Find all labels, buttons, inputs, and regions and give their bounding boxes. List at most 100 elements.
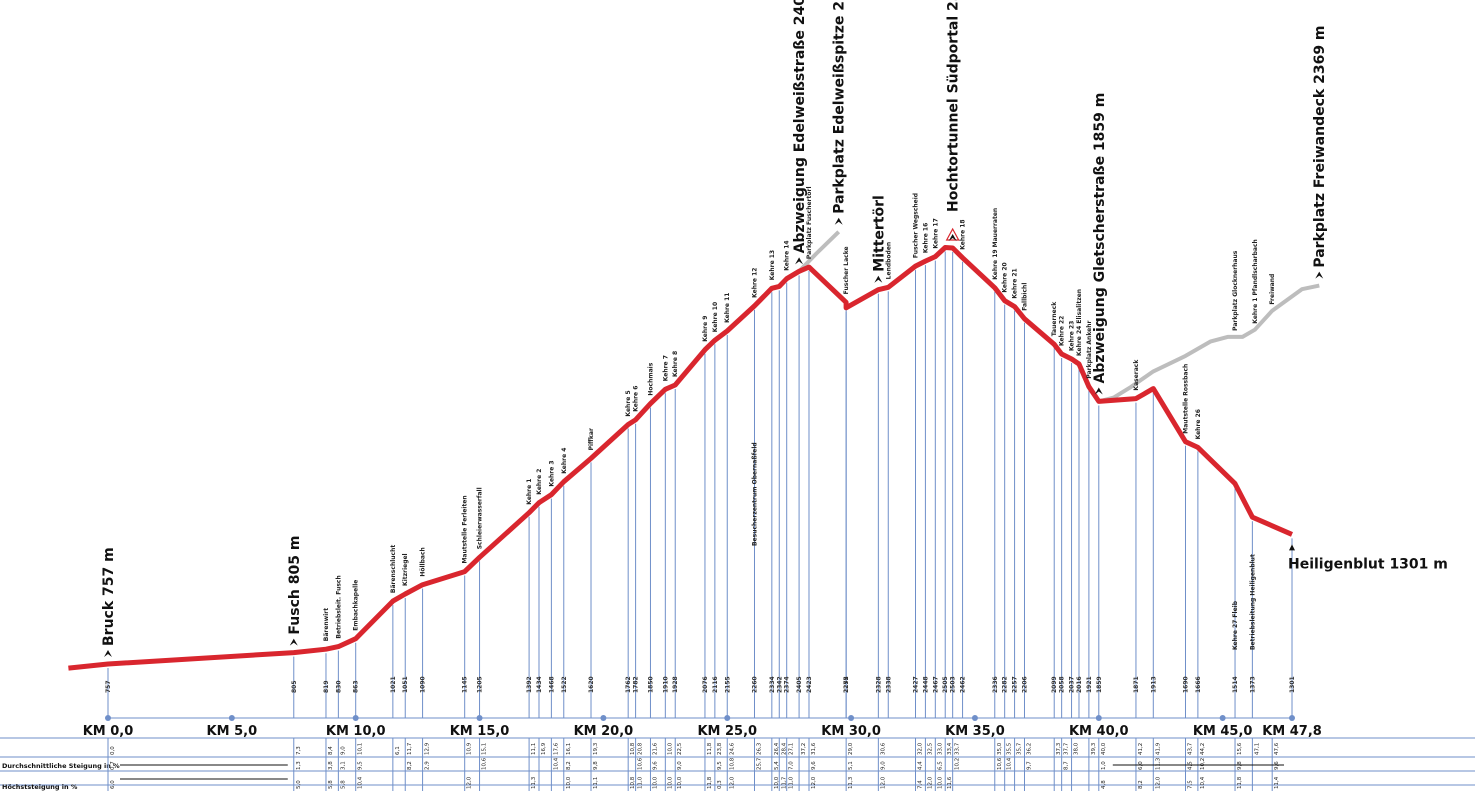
gradient-max-value: 10,0 (652, 776, 658, 789)
elevation-value: 2037 (1069, 676, 1076, 693)
major-labels: Bruck 757 m Fusch 805 m Abzweigung Edelwei… (101, 0, 1448, 657)
table-row-label: Höchststeigung in % (2, 783, 78, 791)
marker-lines (107, 251, 1293, 718)
elevation-value: 1913 (1150, 676, 1157, 693)
place-label: Heiligenblut 1301 m (1288, 556, 1448, 572)
elevation-value: 1514 (1232, 676, 1239, 693)
km-tick (476, 715, 483, 721)
poi-label: Lendboden (885, 242, 892, 280)
gradient-avg-value: 11,3 (1155, 757, 1161, 770)
elevation-value: 1762 (625, 676, 632, 693)
gradient-avg-value: 7,0 (789, 761, 795, 770)
place-label: Bruck 757 m (101, 547, 117, 646)
km-tick (228, 715, 235, 721)
gradient-km-value: 28,4 (781, 742, 787, 755)
poi-label: Tauerneck (1051, 301, 1058, 337)
poi-label: Kehre 6 (633, 386, 640, 412)
elevation-value: 1666 (1195, 676, 1202, 693)
km-tick (1095, 715, 1102, 721)
gradient-max-value: 10,0 (774, 776, 780, 789)
elevation-value: 2252 (843, 676, 850, 693)
elevation-value: 2374 (784, 676, 791, 693)
gradient-km-value: 19,3 (593, 742, 599, 755)
km-tick-label: KM 45,0 (1193, 724, 1253, 739)
gradient-max-value: 10,8 (630, 776, 636, 789)
gradient-km-value: 10,9 (467, 742, 473, 755)
gradient-km-value: 26,4 (774, 742, 780, 755)
elevation-value: 2155 (724, 676, 731, 693)
poi-label: Besucherzentrum Obernaßfeld (751, 442, 758, 546)
gradient-max-value: 11,8 (707, 776, 713, 789)
elevation-value: 1090 (420, 676, 427, 693)
gradient-avg-value: 3,1 (340, 761, 346, 770)
gradient-max-value: 10,4 (1200, 776, 1206, 789)
gradient-max-value: 11,7 (781, 776, 787, 789)
poi-label: Kehre 22 (1059, 316, 1066, 346)
km-tick (352, 715, 359, 721)
gradient-km-value: 37,2 (801, 743, 807, 755)
elevation-value: 1620 (588, 676, 595, 693)
elevation-value: 805 (291, 680, 298, 693)
poi-label: Mautstelle Ferleiten (462, 495, 469, 563)
km-axis: KM 0,0 KM 5,0 KM 10,0 KM 15,0 KM 20,0 KM 25,0… (83, 715, 1322, 739)
gradient-km-value: 24,6 (729, 742, 735, 755)
poi-label: Kehre 12 (751, 268, 758, 298)
arrow-icon (1289, 544, 1296, 551)
poi-label: Kehre 21 (1012, 268, 1019, 298)
poi-label: Kehre 27 Fleib (1232, 600, 1239, 650)
gradient-avg-value: 9,7 (1026, 761, 1032, 770)
km-tick (971, 715, 978, 721)
gradient-km-value: 23,8 (717, 742, 723, 755)
poi-label: Kehre 11 (724, 293, 731, 323)
elevation-value: 2076 (702, 676, 709, 693)
gradient-avg-value: 10,6 (482, 757, 488, 770)
gradient-km-value: 29,0 (848, 742, 854, 755)
gradient-avg-value: 6,5 (937, 761, 943, 770)
elevation-value: 2505 (942, 676, 949, 693)
gradient-km-value: 16,9 (541, 742, 547, 755)
main-route (68, 227, 1293, 671)
gradient-avg-value: 9,0 (677, 761, 683, 770)
place-label: Fusch 805 m (287, 536, 303, 635)
gradient-max-value: 11,1 (593, 777, 599, 789)
km-tick-label: KM 25,0 (697, 724, 757, 739)
poi-label: Fallbichl (1021, 283, 1028, 311)
elevation-value: 2467 (932, 676, 939, 693)
place-label: Mittertörl (871, 195, 887, 272)
km-tick-label: KM 0,0 (83, 724, 134, 739)
poi-label: Kehre 7 (662, 355, 669, 381)
gradient-km-value: 38,0 (1074, 742, 1080, 755)
gradient-max-value: 11,4 (1274, 776, 1280, 789)
elevation-value: 2275 (843, 676, 850, 693)
elevation-value: 1205 (477, 676, 484, 693)
poi-label: Kehre 3 (548, 460, 555, 486)
km-tick (1289, 715, 1296, 721)
elevation-value: 2206 (1021, 676, 1028, 693)
gradient-max-value: 10,0 (667, 776, 673, 789)
gradient-km-value: 36,2 (1026, 743, 1032, 755)
side-road-line (797, 230, 841, 273)
gradient-avg-value: 9,5 (717, 761, 723, 770)
gradient-avg-value: 10,6 (997, 757, 1003, 770)
gradient-avg-value: 3,8 (328, 761, 334, 770)
gradient-max-value: 10,0 (566, 776, 572, 789)
poi-label: Kehre 26 (1195, 409, 1202, 439)
poi-label: Höllbach (420, 547, 427, 576)
arrow-icon (104, 650, 112, 657)
elevation-value: 2342 (776, 676, 783, 693)
gradient-avg-value: 5,1 (848, 761, 854, 770)
gradient-avg-value: 9,6 (652, 761, 658, 770)
gradient-km-value: 7,3 (296, 746, 302, 755)
poi-label: Betriebsleitung Heiligenblut (1249, 554, 1256, 650)
poi-label: Kehre 8 (672, 351, 679, 377)
gradient-km-value: 9,0 (340, 746, 346, 755)
gradient-avg-value: 9,8 (593, 761, 599, 770)
arrow-icon (795, 257, 804, 265)
gradient-max-value: 5,8 (328, 780, 334, 789)
gradient-km-value: 30,6 (880, 742, 886, 755)
elevation-value: 1928 (672, 676, 679, 693)
gradient-avg-value: 1,3 (296, 761, 302, 770)
elevation-value: 2058 (1059, 676, 1066, 693)
arrow-icon (1094, 387, 1103, 395)
poi-label: Kehre 1 Pfandlscharbach (1252, 239, 1259, 324)
